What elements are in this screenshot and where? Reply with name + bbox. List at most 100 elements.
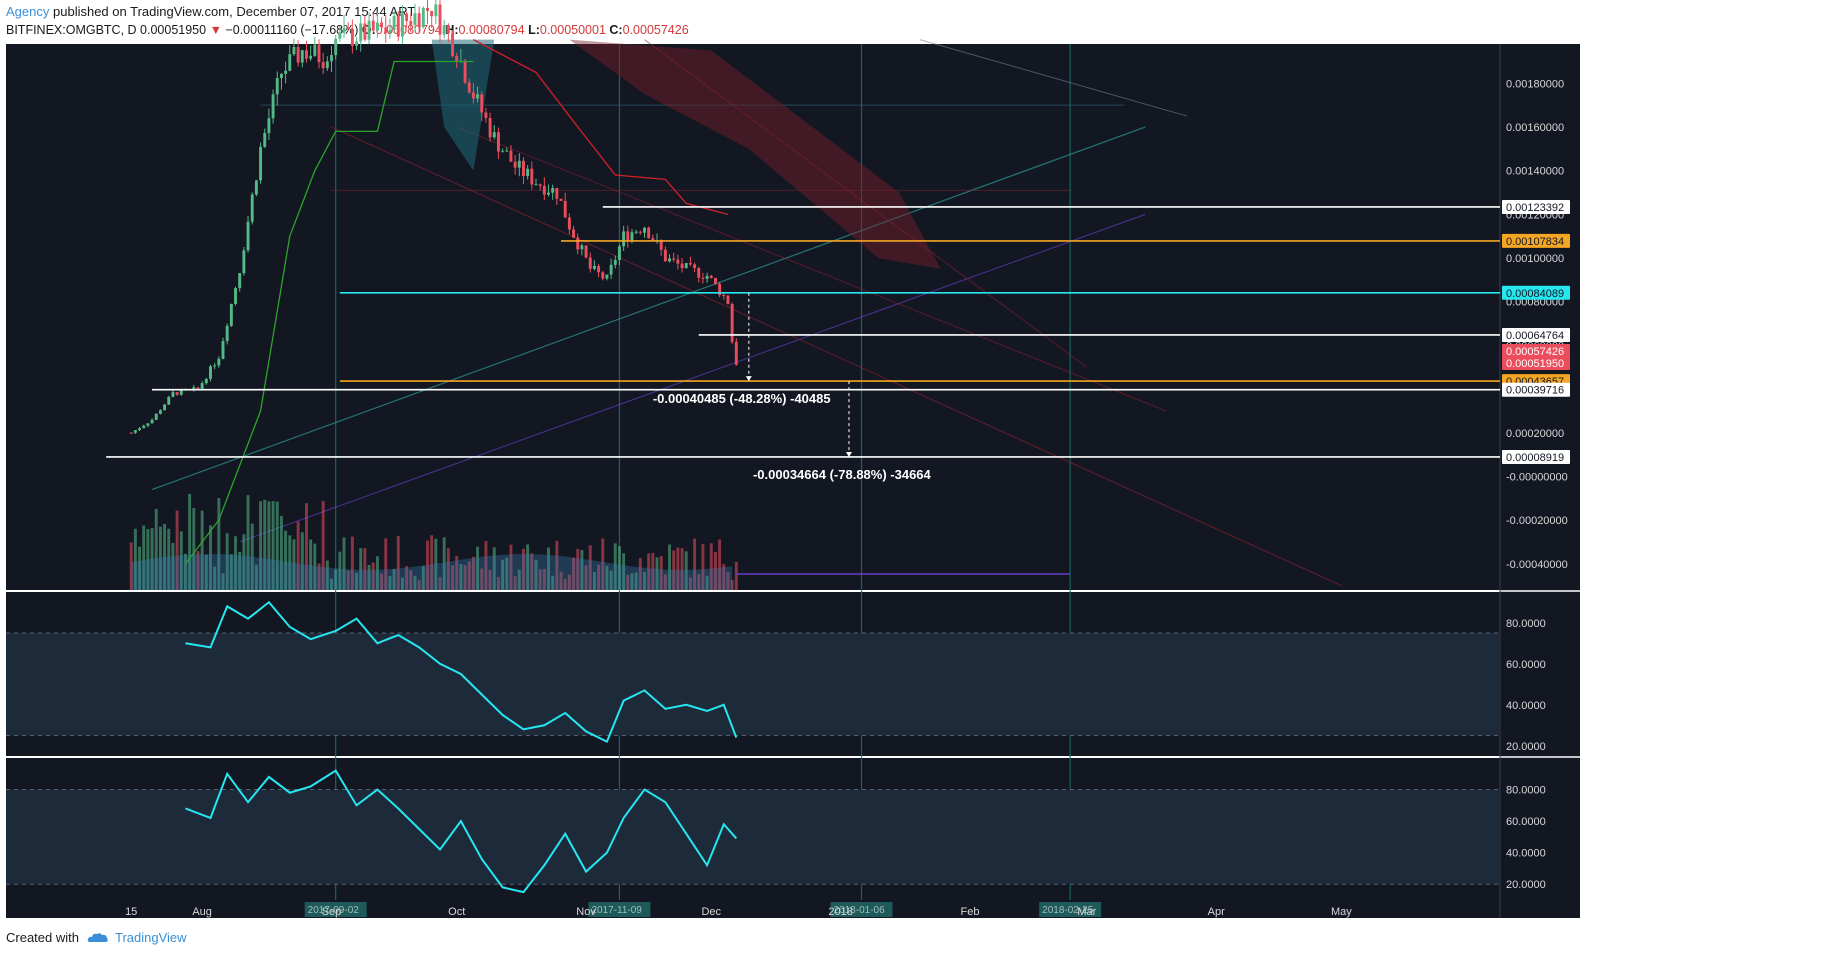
candle xyxy=(697,266,701,283)
kijun-line xyxy=(473,39,729,215)
rsi-tick-label: 60.0000 xyxy=(1506,816,1546,828)
close-label: C: xyxy=(609,23,623,37)
candle xyxy=(634,229,638,235)
candle-body xyxy=(396,16,400,37)
candle xyxy=(622,225,626,252)
price-label-bg xyxy=(1502,344,1570,359)
candle xyxy=(734,338,738,366)
date-highlight-tag: 2018-02-25 xyxy=(1039,902,1102,917)
candle xyxy=(726,294,730,305)
candle xyxy=(146,423,150,428)
price-tick-label: -0.00020000 xyxy=(1506,515,1568,527)
candle xyxy=(359,15,363,52)
volume-bar xyxy=(697,573,701,590)
candle xyxy=(496,127,500,159)
volume-bar xyxy=(246,495,250,590)
candle-body xyxy=(238,273,242,289)
volume-bar xyxy=(713,552,717,590)
low-value: 0.00050001 xyxy=(539,23,606,37)
candle-body xyxy=(555,188,559,199)
candle xyxy=(138,427,142,432)
candle-body xyxy=(346,27,350,30)
author-link[interactable]: Agency xyxy=(6,4,50,19)
volume-bar xyxy=(655,557,659,590)
candle-body xyxy=(375,22,379,31)
candle-body xyxy=(234,288,237,304)
candle xyxy=(522,157,525,185)
price-label-tag: 0.00107834 xyxy=(1502,233,1570,248)
price-tick-label: 0.00160000 xyxy=(1506,122,1564,134)
candle xyxy=(417,6,421,34)
volume-bar xyxy=(229,554,233,590)
volume-bar xyxy=(371,562,375,590)
volume-bar xyxy=(330,578,333,590)
candle-body xyxy=(617,246,621,261)
candle-body xyxy=(167,396,171,405)
candle xyxy=(246,216,250,253)
candle xyxy=(713,277,717,285)
candle-body xyxy=(734,341,738,365)
candle xyxy=(576,233,580,255)
volume-bar xyxy=(217,498,221,590)
price-label-tag: 0.00051950 xyxy=(1502,355,1570,370)
volume-bar xyxy=(488,569,492,590)
candle xyxy=(375,12,379,38)
volume-bar xyxy=(350,536,354,590)
volume-bar xyxy=(296,521,300,590)
candle xyxy=(438,0,442,43)
candle-body xyxy=(496,132,500,152)
candle-body xyxy=(659,240,663,250)
candle-body xyxy=(688,262,692,265)
volume-bar xyxy=(680,548,684,590)
candle-body xyxy=(634,231,638,233)
candle-body xyxy=(129,432,133,434)
candle-body xyxy=(409,20,413,25)
volume-bar xyxy=(355,572,359,590)
ichimoku-cloud xyxy=(569,39,941,269)
volume-bar xyxy=(643,572,646,590)
candle-body xyxy=(626,231,630,241)
candle xyxy=(572,225,576,239)
candle-body xyxy=(430,10,434,17)
volume-bar xyxy=(380,573,384,590)
volume-bar xyxy=(476,546,480,590)
volume-bar xyxy=(501,559,505,590)
candle xyxy=(588,252,592,273)
time-tick-label: Dec xyxy=(701,906,721,918)
volume-bar xyxy=(375,556,379,590)
rsi-tick-label: 60.0000 xyxy=(1506,659,1546,671)
volume-bar xyxy=(446,548,450,590)
trend-channel-line xyxy=(331,126,1342,587)
volume-bar xyxy=(321,501,325,590)
volume-bar xyxy=(171,542,175,590)
tradingview-brand: TradingView xyxy=(114,930,187,945)
candle xyxy=(451,30,454,58)
candle xyxy=(563,192,567,218)
candle-body xyxy=(334,38,338,56)
candle xyxy=(209,364,212,382)
candle xyxy=(547,184,550,197)
candle xyxy=(363,15,367,42)
candle xyxy=(705,272,709,283)
low-label: L: xyxy=(528,23,540,37)
candle-body xyxy=(171,392,175,397)
volume-bar xyxy=(417,579,421,590)
price-label-tag: 0.00064764 xyxy=(1502,327,1570,342)
candle xyxy=(384,15,388,43)
candle-body xyxy=(471,92,475,99)
candle-body xyxy=(693,264,697,269)
candle-body xyxy=(513,161,517,168)
price-tick-label: -0.00040000 xyxy=(1506,559,1568,571)
volume-bar xyxy=(275,501,279,590)
candle-body xyxy=(200,383,204,389)
candle xyxy=(559,198,563,202)
candle-body xyxy=(663,249,667,262)
date-highlight-bg xyxy=(1039,902,1102,917)
volume-bar xyxy=(313,543,317,590)
volume-bar xyxy=(709,543,713,590)
tradingview-link[interactable]: TradingView xyxy=(87,930,187,945)
candle xyxy=(647,226,651,239)
volume-bar xyxy=(547,547,550,590)
candle-body xyxy=(442,25,446,35)
